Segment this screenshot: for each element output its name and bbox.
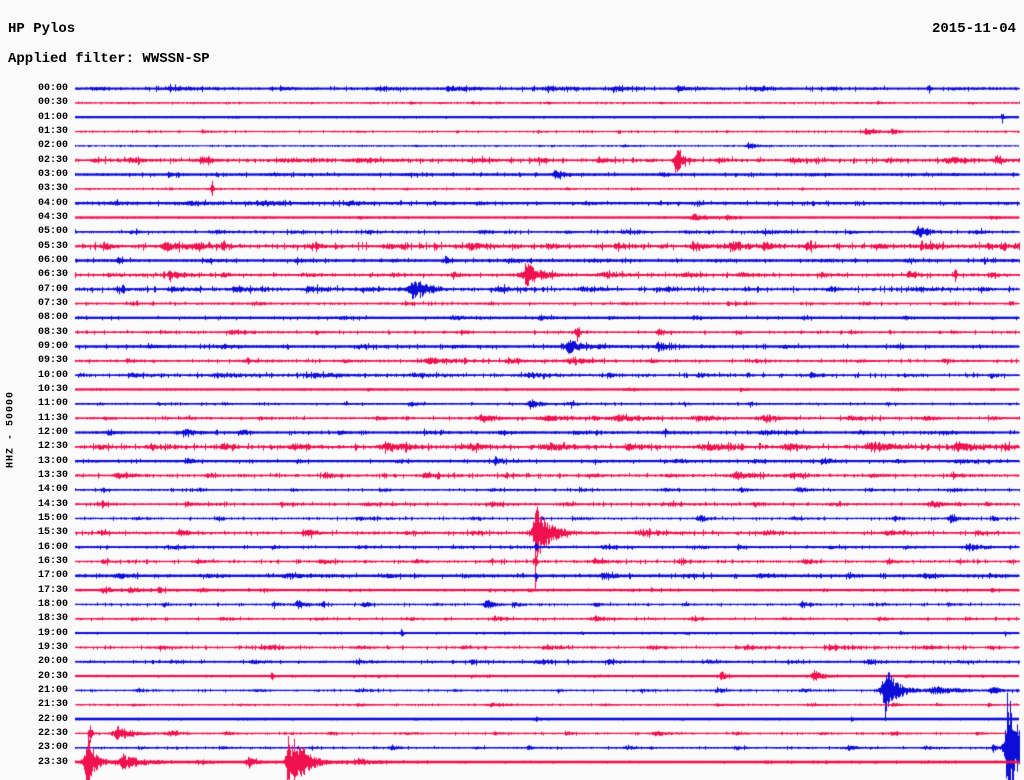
row-time-label: 07:30 bbox=[37, 297, 68, 309]
row-time-label: 15:00 bbox=[37, 512, 68, 524]
row-time-label: 11:30 bbox=[37, 412, 68, 424]
row-time-label: 06:30 bbox=[37, 269, 68, 281]
time-labels-column: 00:00 00:30 01:00 01:30 02:00 02:30 03:00 03:30… bbox=[0, 0, 68, 780]
row-time-label: 16:30 bbox=[37, 555, 68, 567]
row-time-label: 08:30 bbox=[37, 326, 68, 338]
row-time-label: 20:30 bbox=[37, 670, 68, 682]
row-time-label: 13:00 bbox=[37, 455, 68, 467]
date-label: 2015-11-04 bbox=[931, 21, 1016, 37]
row-time-label: 14:00 bbox=[37, 484, 68, 496]
row-time-label: 21:00 bbox=[37, 684, 68, 696]
row-time-label: 01:30 bbox=[37, 125, 68, 137]
row-time-label: 16:00 bbox=[37, 541, 68, 553]
row-time-label: 14:30 bbox=[37, 498, 68, 510]
row-time-label: 17:00 bbox=[37, 570, 68, 582]
row-time-label: 08:00 bbox=[37, 312, 68, 324]
row-time-label: 12:00 bbox=[37, 426, 68, 438]
row-time-label: 21:30 bbox=[37, 699, 68, 711]
row-time-label: 05:00 bbox=[37, 226, 68, 238]
row-time-label: 17:30 bbox=[37, 584, 68, 596]
row-time-label: 15:30 bbox=[37, 527, 68, 539]
row-time-label: 23:30 bbox=[37, 756, 68, 768]
row-time-label: 03:00 bbox=[37, 168, 68, 180]
row-time-label: 09:30 bbox=[37, 355, 68, 367]
row-time-label: 04:30 bbox=[37, 211, 68, 223]
row-time-label: 22:30 bbox=[37, 727, 68, 739]
row-time-label: 10:30 bbox=[37, 383, 68, 395]
row-time-label: 19:00 bbox=[37, 627, 68, 639]
row-time-label: 18:00 bbox=[37, 598, 68, 610]
row-time-label: 04:00 bbox=[37, 197, 68, 209]
row-time-label: 11:00 bbox=[37, 398, 68, 410]
row-time-label: 09:00 bbox=[37, 340, 68, 352]
row-time-label: 13:30 bbox=[37, 469, 68, 481]
row-time-label: 23:00 bbox=[37, 742, 68, 754]
row-time-label: 18:30 bbox=[37, 613, 68, 625]
row-time-label: 10:00 bbox=[37, 369, 68, 381]
row-time-label: 06:00 bbox=[37, 254, 68, 266]
row-time-label: 01:00 bbox=[37, 111, 68, 123]
row-time-label: 07:00 bbox=[37, 283, 68, 295]
row-time-label: 00:30 bbox=[37, 97, 68, 109]
row-time-label: 05:30 bbox=[37, 240, 68, 252]
row-time-label: 22:00 bbox=[37, 713, 68, 725]
station-title: HP Pylos bbox=[8, 21, 76, 37]
row-time-label: 19:30 bbox=[37, 641, 68, 653]
row-time-label: 00:00 bbox=[37, 83, 68, 94]
row-time-label: 02:30 bbox=[37, 154, 68, 166]
row-time-label: 02:00 bbox=[37, 140, 68, 152]
row-time-label: 03:30 bbox=[37, 183, 68, 195]
applied-filter-label: Applied filter: WWSSN-SP bbox=[8, 51, 210, 67]
row-time-label: 20:00 bbox=[37, 656, 68, 668]
row-time-label: 12:30 bbox=[37, 441, 68, 453]
